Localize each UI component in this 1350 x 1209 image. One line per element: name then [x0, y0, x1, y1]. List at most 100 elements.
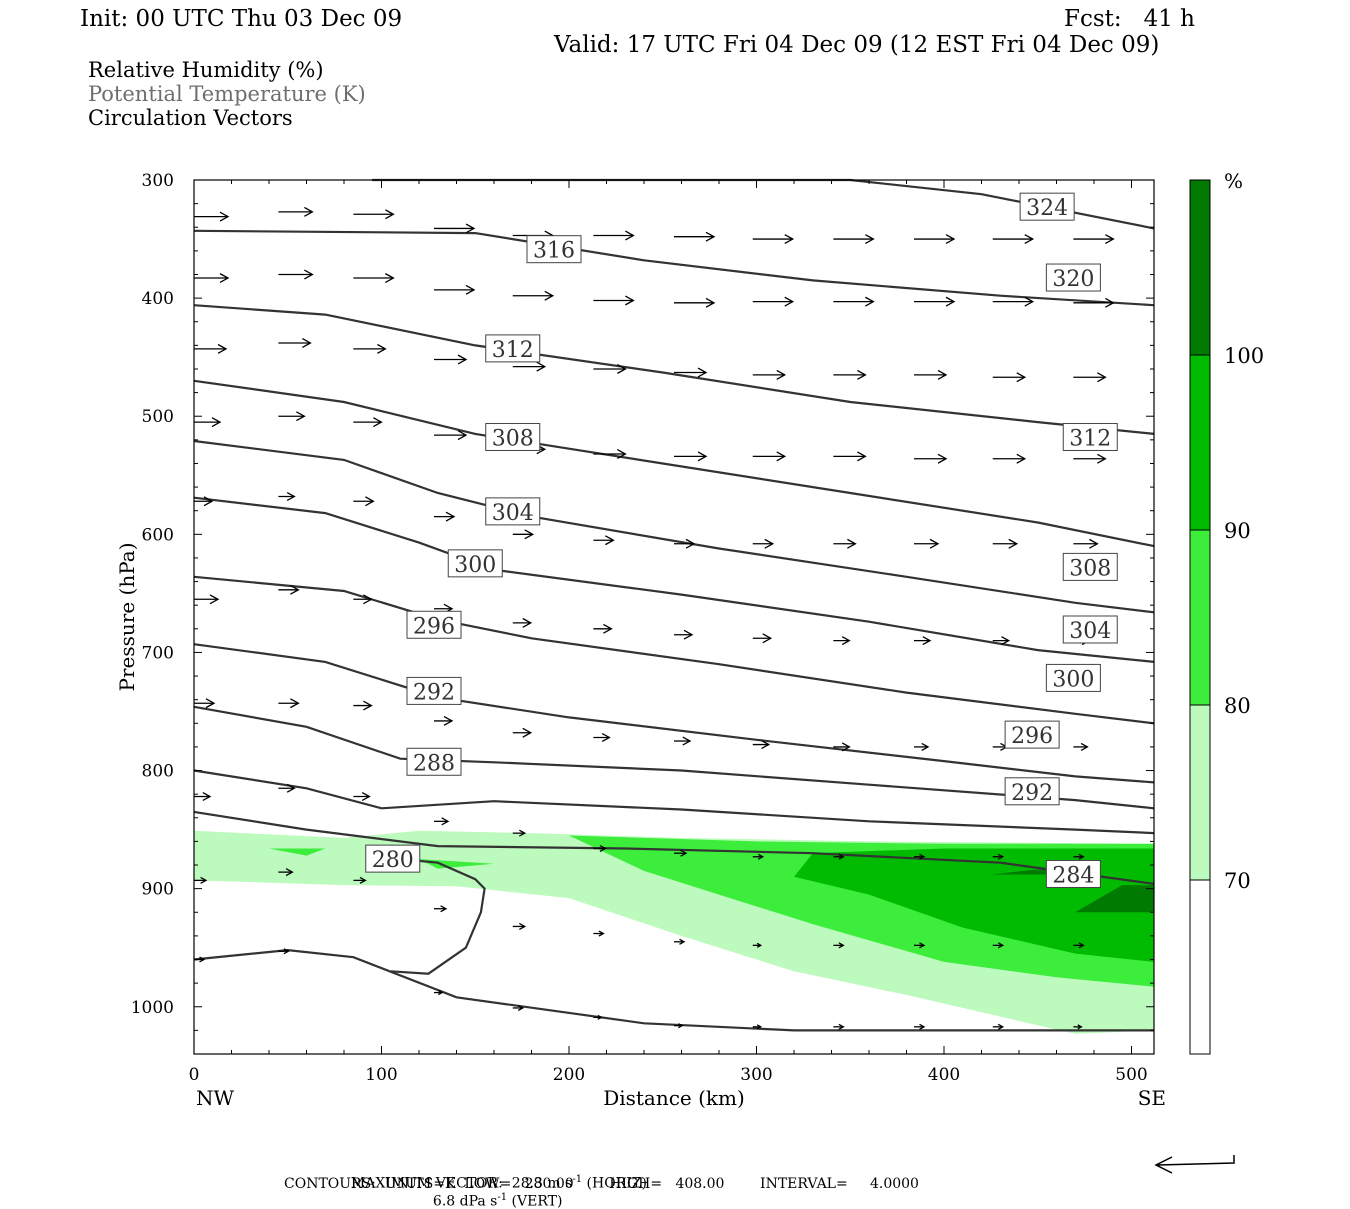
horiz-unit-exponent: -1 — [572, 1174, 583, 1185]
colorbar-band — [1190, 530, 1210, 705]
vector-head — [200, 876, 208, 884]
x-right-label: SE — [1138, 1086, 1166, 1110]
contour-label: 284 — [1045, 859, 1101, 888]
circulation-vector — [593, 1014, 603, 1020]
circulation-vector — [278, 698, 300, 709]
x-tick-label: 0 — [189, 1065, 200, 1085]
circulation-vector — [278, 948, 290, 955]
contour-label-text: 308 — [1069, 556, 1111, 581]
vector-head — [756, 1024, 763, 1030]
circulation-vector — [194, 211, 230, 222]
circulation-vector — [512, 829, 527, 837]
vector-head — [919, 942, 926, 949]
vector-head — [617, 364, 627, 374]
vector-head — [697, 451, 708, 462]
circulation-vector — [752, 633, 773, 644]
circulation-vector — [278, 868, 294, 877]
vector-head — [290, 584, 300, 595]
contour-label-box — [1004, 777, 1060, 806]
circulation-vector — [353, 496, 375, 507]
circulation-vector — [992, 372, 1027, 383]
contour-label-box — [1062, 422, 1118, 451]
circulation-vector — [593, 230, 635, 241]
circulation-vector — [752, 369, 787, 380]
circulation-vector — [278, 206, 314, 217]
vector-head — [1024, 234, 1035, 245]
contour-label-box — [526, 235, 582, 264]
circulation-vector — [434, 511, 456, 522]
circulation-vector — [992, 1023, 1005, 1030]
vector-head — [522, 617, 533, 628]
contour-label-text: 296 — [413, 614, 455, 639]
circulation-vector — [914, 538, 940, 549]
contour-label: 300 — [1045, 663, 1101, 692]
vector-head — [1105, 234, 1115, 245]
vector-head — [202, 791, 212, 802]
colorbar-frame — [1189, 179, 1211, 1055]
circulation-vector — [194, 698, 216, 709]
circulation-vector — [353, 417, 383, 428]
circulation-vector — [593, 535, 615, 546]
colorbar-band — [1190, 180, 1210, 355]
circulation-vector — [914, 296, 956, 307]
contour-label-text: 312 — [1069, 426, 1111, 451]
vector-head — [605, 535, 615, 546]
colorbar-band — [1190, 355, 1210, 530]
vector-head — [1016, 453, 1027, 464]
circulation-vector — [992, 942, 1005, 949]
vector-head — [457, 354, 468, 365]
contour-label-text: 292 — [1011, 781, 1053, 806]
vector-head — [625, 295, 635, 306]
vector-head — [784, 234, 795, 245]
isentrope-316 — [193, 304, 1155, 435]
contour-label: 296 — [406, 610, 462, 639]
circulation-vector — [512, 727, 533, 738]
vector-head — [865, 234, 875, 245]
contour-label: 292 — [406, 676, 462, 705]
vector-head — [385, 209, 395, 220]
contour-label-text: 316 — [533, 239, 575, 264]
circulation-vector — [593, 930, 605, 937]
vector-head — [764, 538, 775, 549]
vector-head — [838, 942, 845, 949]
vector-head — [919, 1023, 926, 1030]
circulation-vector — [353, 343, 387, 354]
circulation-vector — [278, 783, 296, 793]
circulation-vector — [833, 1023, 845, 1030]
vector-head — [838, 1023, 845, 1030]
circulation-vector — [914, 942, 926, 949]
max-vector-note: MAXIMUM VECTOR: 28.3 m s-1 (HORIZ) 6.8 d… — [342, 1158, 647, 1209]
vector-head — [937, 453, 948, 464]
vector-head — [441, 817, 450, 826]
vector-head — [304, 206, 314, 217]
circulation-vector — [278, 338, 312, 348]
vector-layer — [194, 206, 1115, 1030]
contour-label-text: 280 — [372, 848, 414, 873]
contour-label-text: 312 — [492, 338, 534, 363]
rh-region-100 — [1075, 885, 1154, 913]
vector-head — [286, 783, 296, 793]
vector-head — [1078, 853, 1085, 860]
circulation-vector — [1073, 1024, 1083, 1030]
vector-head — [922, 636, 932, 646]
circulation-vector — [674, 849, 688, 857]
contour-label-box — [1045, 263, 1101, 292]
colorbar-unit: % — [1224, 169, 1243, 193]
circulation-vector — [1073, 853, 1085, 860]
contour-label-text: 292 — [413, 680, 455, 705]
circulation-vector — [434, 715, 454, 726]
contour-label-box — [447, 549, 503, 578]
circulation-vector — [992, 853, 1005, 860]
vector-head — [1008, 538, 1019, 549]
contour-label-box — [485, 422, 541, 451]
contour-label: 288 — [406, 747, 462, 776]
circulation-vector — [992, 453, 1027, 464]
circulation-vector — [833, 742, 851, 752]
axes-layer: 300 400 500 600 700 800 900 1000 0 100 200 300 400 50… — [131, 171, 1154, 1085]
vector-head — [524, 529, 535, 540]
vector-head — [776, 451, 787, 462]
contour-label-text: 284 — [1052, 863, 1094, 888]
reference-vector — [1154, 1155, 1235, 1174]
circulation-vector — [1073, 742, 1089, 751]
